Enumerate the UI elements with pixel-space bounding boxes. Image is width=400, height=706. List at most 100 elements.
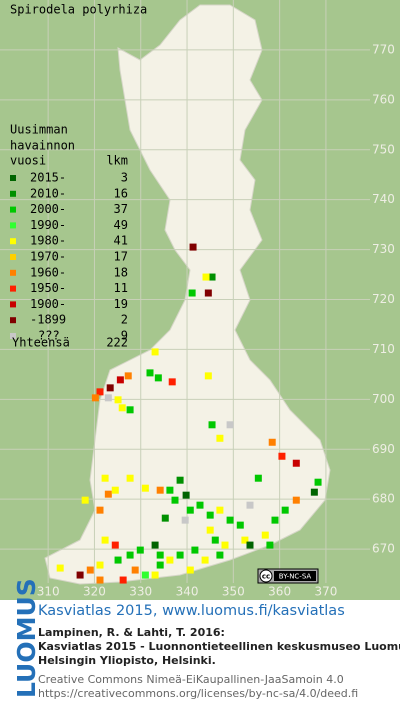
- observation-square: [292, 496, 300, 504]
- observation-square: [114, 396, 122, 404]
- legend-swatch: [10, 333, 16, 339]
- legend-swatch: [10, 254, 16, 260]
- observation-square: [101, 474, 109, 482]
- observation-square: [156, 561, 164, 569]
- observation-square: [176, 551, 184, 559]
- observation-square: [204, 289, 212, 297]
- y-tick-label: 700: [372, 392, 395, 406]
- legend-swatch: [10, 301, 16, 308]
- observation-square: [96, 576, 104, 584]
- observation-square: [310, 488, 318, 496]
- y-tick-label: 690: [372, 442, 395, 456]
- observation-square: [186, 566, 194, 574]
- observation-square: [56, 564, 64, 572]
- observation-square: [104, 394, 112, 402]
- badge-icon-text: cc: [262, 573, 270, 581]
- citation-line: Kasviatlas 2015 - Luonnontieteellinen ke…: [38, 640, 400, 653]
- observation-square: [151, 348, 159, 356]
- legend-label: 2010-: [30, 186, 66, 200]
- observation-square: [206, 526, 214, 534]
- y-tick-label: 740: [372, 192, 395, 206]
- observation-square: [271, 516, 279, 524]
- legend-label: -1899: [30, 313, 66, 327]
- observation-square: [216, 434, 224, 442]
- observation-square: [161, 514, 169, 522]
- observation-square: [226, 516, 234, 524]
- observation-square: [154, 374, 162, 382]
- legend-count: 41: [114, 234, 128, 248]
- observation-square: [281, 506, 289, 514]
- badge-text-bg: [274, 571, 316, 581]
- observation-square: [118, 404, 126, 412]
- observation-square: [131, 566, 139, 574]
- map-title: Spirodela polyrhiza: [10, 3, 147, 17]
- observation-square: [176, 476, 184, 484]
- observation-square: [211, 536, 219, 544]
- footer-headline[interactable]: Kasviatlas 2015, www.luomus.fi/kasviatla…: [38, 603, 345, 619]
- observation-square: [141, 484, 149, 492]
- observation-square: [151, 571, 159, 579]
- legend-count: 3: [121, 171, 128, 185]
- x-tick-label: 330: [129, 585, 152, 599]
- legend-total-label: Yhteensä: [12, 336, 70, 350]
- observation-square: [116, 376, 124, 384]
- badge-text: BY-NC-SA: [279, 573, 312, 581]
- legend-count-header: lkm: [106, 154, 128, 168]
- observation-square: [91, 394, 99, 402]
- observation-square: [146, 369, 154, 377]
- legend-swatch: [10, 206, 16, 213]
- observation-square: [216, 506, 224, 514]
- observation-square: [186, 506, 194, 514]
- legend-heading: Uusimman: [10, 123, 68, 137]
- x-tick-label: 320: [83, 585, 106, 599]
- observation-square: [182, 491, 190, 499]
- legend-count: 18: [114, 265, 128, 279]
- observation-square: [111, 486, 119, 494]
- observation-square: [206, 511, 214, 519]
- legend-label: ???: [38, 329, 60, 343]
- citation-line: Lampinen, R. & Lahti, T. 2016:: [38, 626, 225, 639]
- observation-square: [204, 372, 212, 380]
- observation-square: [136, 546, 144, 554]
- license-badge: cc BY-NC-SA: [257, 568, 319, 584]
- observation-square: [96, 561, 104, 569]
- y-tick-label: 770: [372, 42, 395, 56]
- observation-square: [202, 273, 210, 281]
- license-line[interactable]: https://creativecommons.org/licenses/by-…: [38, 687, 358, 700]
- observation-square: [126, 551, 134, 559]
- legend-count: 37: [114, 202, 128, 216]
- legend-swatch: [10, 285, 16, 292]
- legend-label: 2000-: [30, 202, 66, 216]
- observation-square: [104, 490, 112, 498]
- observation-square: [86, 566, 94, 574]
- legend-count: 17: [114, 250, 128, 264]
- x-tick-label: 370: [314, 585, 337, 599]
- observation-square: [151, 541, 159, 549]
- observation-square: [181, 516, 189, 524]
- observation-square: [196, 501, 204, 509]
- y-tick-label: 670: [372, 542, 395, 556]
- observation-square: [106, 384, 114, 392]
- observation-square: [246, 541, 254, 549]
- y-tick-label: 720: [372, 292, 395, 306]
- legend-count: 16: [114, 186, 128, 200]
- observation-square: [114, 556, 122, 564]
- observation-square: [221, 541, 229, 549]
- x-tick-label: 310: [37, 585, 60, 599]
- x-tick-label: 340: [176, 585, 199, 599]
- x-tick-label: 350: [222, 585, 245, 599]
- observation-square: [126, 474, 134, 482]
- legend-count: 19: [114, 297, 128, 311]
- legend-swatch: [10, 190, 16, 197]
- legend-heading: havainnon: [10, 139, 75, 153]
- observation-square: [76, 571, 84, 579]
- observation-square: [314, 478, 322, 486]
- observation-square: [216, 551, 224, 559]
- observation-square: [208, 273, 216, 281]
- legend-swatch: [10, 317, 16, 324]
- y-tick-label: 710: [372, 342, 395, 356]
- observation-square: [266, 541, 274, 549]
- legend-label: 1900-: [30, 297, 66, 311]
